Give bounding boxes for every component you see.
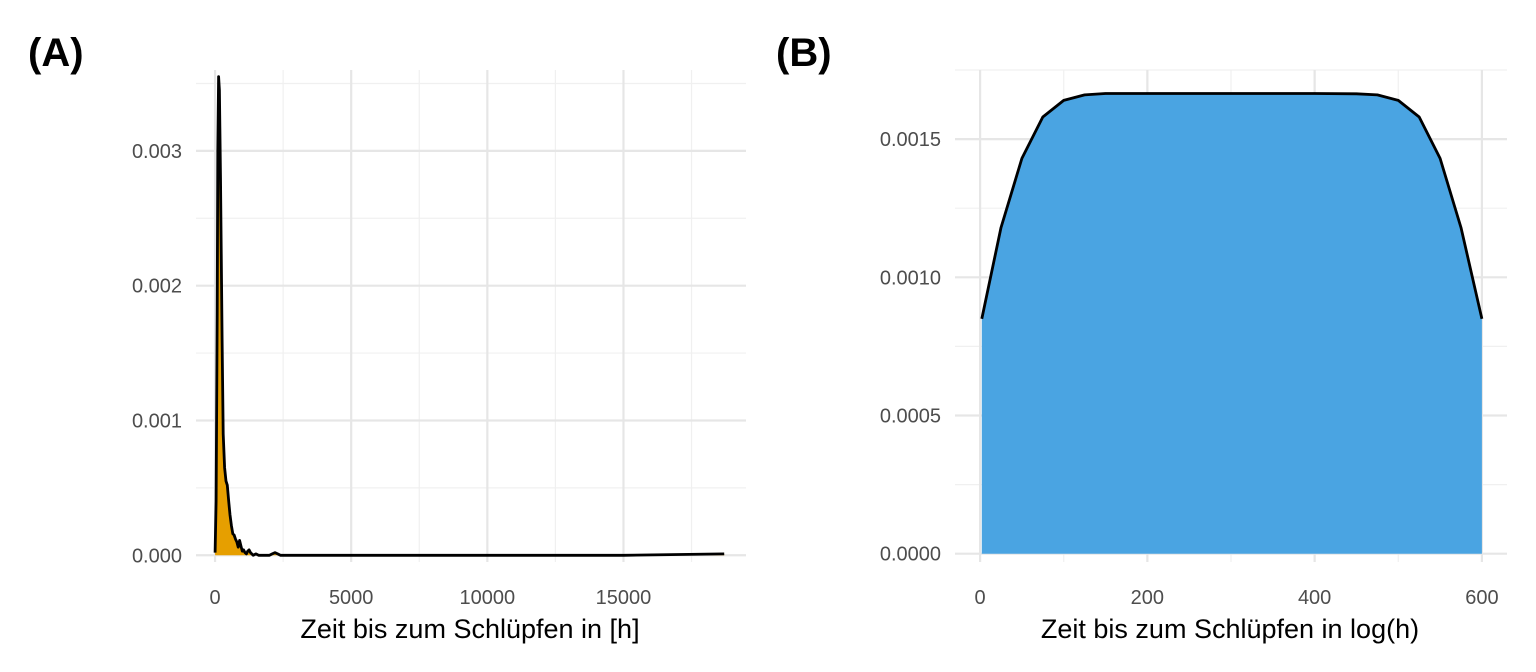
panel-a-x-axis-title: Zeit bis zum Schlüpfen in [h] — [300, 614, 639, 644]
panel-a-y-tick-label: 0.002 — [132, 276, 182, 298]
panel-b-x-tick-label: 400 — [1298, 587, 1331, 609]
panel-a-label: (A) — [28, 31, 84, 75]
panel-a-x-tick-label: 10000 — [460, 587, 516, 609]
panel-a-y-tick-label: 0.003 — [132, 141, 182, 163]
panel-a-x-tick-label: 0 — [209, 587, 220, 609]
panel-b-label: (B) — [776, 31, 832, 75]
panel-a-y-ticks: 0.000 0.001 0.002 0.003 — [132, 141, 182, 567]
panel-b-x-ticks: 0 200 400 600 — [975, 587, 1499, 609]
panel-a: (A) 0 5000 10000 15000 0.000 0.001 0.002 0.003… — [28, 31, 746, 644]
panel-a-density-line — [213, 75, 725, 557]
panel-a-x-tick-label: 5000 — [329, 587, 374, 609]
panel-b-y-tick-label: 0.0010 — [880, 267, 941, 289]
panel-b-y-tick-label: 0.0015 — [880, 129, 941, 151]
panel-b-x-tick-label: 200 — [1131, 587, 1164, 609]
panel-b-density-line — [980, 92, 1484, 320]
panel-b-y-ticks: 0.0000 0.0005 0.0010 0.0015 — [880, 129, 941, 566]
panel-a-x-tick-label: 15000 — [596, 587, 652, 609]
panel-a-y-tick-label: 0.001 — [132, 410, 182, 432]
panel-a-x-ticks: 0 5000 10000 15000 — [209, 587, 651, 609]
panel-a-y-tick-label: 0.000 — [132, 545, 182, 567]
panel-b-x-tick-label: 0 — [975, 587, 986, 609]
panel-b-x-axis-title: Zeit bis zum Schlüpfen in log(h) — [1041, 614, 1419, 644]
panel-b-y-tick-label: 0.0005 — [880, 406, 941, 428]
panel-b-y-tick-label: 0.0000 — [880, 544, 941, 566]
panel-a-density-area — [215, 76, 725, 556]
panel-b-x-tick-label: 600 — [1465, 587, 1498, 609]
panel-b: (B) 0 200 400 600 0.00000.00050.00100.0015 … — [776, 31, 1507, 644]
panel-a-grid — [196, 70, 746, 562]
panel-b-density-area — [981, 93, 1482, 554]
